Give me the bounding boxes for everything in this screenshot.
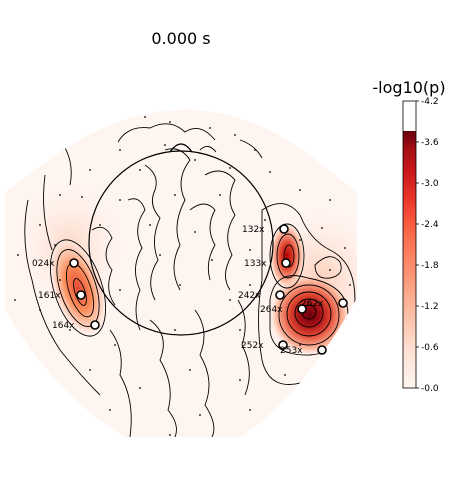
sensor-dot <box>349 284 351 286</box>
sensor-dot <box>219 194 221 196</box>
sensor-dot <box>239 379 241 381</box>
colorbar-tick-label: -2.4 <box>421 220 439 230</box>
sensor-dot <box>119 149 121 151</box>
sensor-dots <box>14 116 351 436</box>
sensor-dot <box>14 299 16 301</box>
sensor-label-252x: 252x <box>241 341 264 351</box>
sensor-dot <box>81 196 83 198</box>
sensor-dot <box>299 239 301 241</box>
topomap <box>5 109 357 438</box>
sensor-marker-161x <box>76 290 86 300</box>
colorbar-tick-label: -1.2 <box>421 302 439 312</box>
sensor-dot <box>89 369 91 371</box>
colorbar-tick-label: -3.0 <box>421 179 439 189</box>
nose-outline <box>169 143 193 153</box>
sensor-marker-252x <box>278 340 288 350</box>
sensor-dot <box>189 369 191 371</box>
sensor-dot <box>89 169 91 171</box>
sensor-marker-133x <box>281 258 291 268</box>
sensor-dot <box>299 344 301 346</box>
sensor-dot <box>164 144 166 146</box>
hotspot-left <box>48 237 108 339</box>
sensor-dot <box>299 189 301 191</box>
sensor-marker-242x <box>275 290 285 300</box>
sensor-label-133x: 133x <box>244 259 267 269</box>
sensor-dot <box>199 414 201 416</box>
sensor-label-164x: 164x <box>52 321 75 331</box>
colorbar-tick-label: -4.2 <box>421 97 439 107</box>
sensor-marker-262x <box>338 298 348 308</box>
sensor-label-024x: 024x <box>32 259 55 269</box>
head-outline <box>88 150 274 336</box>
sensor-dot <box>321 227 323 229</box>
sensor-dot <box>109 409 111 411</box>
colorbar-tick-label: -0.0 <box>421 384 439 394</box>
sensor-marker-164x <box>90 320 100 330</box>
sensor-label-264x: 264x <box>260 305 283 315</box>
sensor-dot <box>119 199 121 201</box>
sensor-dot <box>39 309 41 311</box>
sensor-dot <box>139 169 141 171</box>
colorbar-frame <box>402 100 417 389</box>
sensor-dot <box>174 329 176 331</box>
sensor-dot <box>139 387 141 389</box>
sensor-dot <box>269 171 271 173</box>
colorbar-gradient <box>403 131 416 388</box>
sensor-dot <box>194 231 196 233</box>
sensor-dot <box>229 167 231 169</box>
sensor-dot <box>234 134 236 136</box>
sensor-dot <box>54 244 56 246</box>
sensor-dot <box>249 284 251 286</box>
sensor-label-262x: 262x <box>301 299 324 309</box>
sensor-dot <box>174 194 176 196</box>
colorbar: -log10(p) -4.2 -3.6 -3.0 -2.4 -1.8 -1.2 -0.6 -0… <box>372 78 445 394</box>
sensor-dot <box>329 269 331 271</box>
sensor-dot <box>114 344 116 346</box>
sensor-dot <box>59 279 61 281</box>
sensor-dot <box>179 284 181 286</box>
sensor-label-242x: 242x <box>238 291 261 301</box>
sensor-dot <box>264 219 266 221</box>
sensor-dot <box>69 329 71 331</box>
colorbar-tick-label: -0.6 <box>421 343 439 353</box>
sensor-dot <box>149 224 151 226</box>
sensor-dot <box>249 249 251 251</box>
sensor-dot <box>39 224 41 226</box>
sensor-dot <box>249 409 251 411</box>
sensor-dot <box>239 329 241 331</box>
sensor-dot <box>144 116 146 118</box>
sensor-dot <box>17 254 19 256</box>
sensor-dot <box>211 259 213 261</box>
sensor-dot <box>344 247 346 249</box>
colorbar-ticks: -4.2 -3.6 -3.0 -2.4 -1.8 -1.2 -0.6 -0.0 <box>416 97 439 394</box>
colorbar-label: -log10(p) <box>372 78 445 97</box>
colorbar-overflow <box>403 101 416 131</box>
sensor-dot <box>329 199 331 201</box>
sensor-dot <box>159 254 161 256</box>
plot-title: 0.000 s <box>151 29 210 48</box>
labeled-sensors: 024x 161x 164x 132x 133x 242x 264x 262x 252x 253x <box>32 224 348 356</box>
hotspot-right-upper <box>269 222 305 290</box>
sensor-dot <box>59 194 61 196</box>
sensor-label-161x: 161x <box>38 291 61 301</box>
sensor-dot <box>254 149 256 151</box>
sensor-marker-132x <box>279 224 289 234</box>
sensor-dot <box>119 289 121 291</box>
colorbar-tick-label: -1.8 <box>421 261 439 271</box>
sensor-label-253x: 253x <box>280 346 303 356</box>
sensor-dot <box>99 224 101 226</box>
sensor-dot <box>229 299 231 301</box>
sensor-dot <box>169 434 171 436</box>
sensor-marker-253x <box>317 345 327 355</box>
sensor-dot <box>194 159 196 161</box>
sensor-label-132x: 132x <box>242 225 265 235</box>
sensor-dot <box>169 121 171 123</box>
sensor-dot <box>19 339 21 341</box>
sensor-marker-264x <box>297 304 307 314</box>
sensor-dot <box>209 127 211 129</box>
sensor-marker-024x <box>69 258 79 268</box>
colorbar-tick-label: -3.6 <box>421 138 439 148</box>
sensor-dot <box>284 374 286 376</box>
